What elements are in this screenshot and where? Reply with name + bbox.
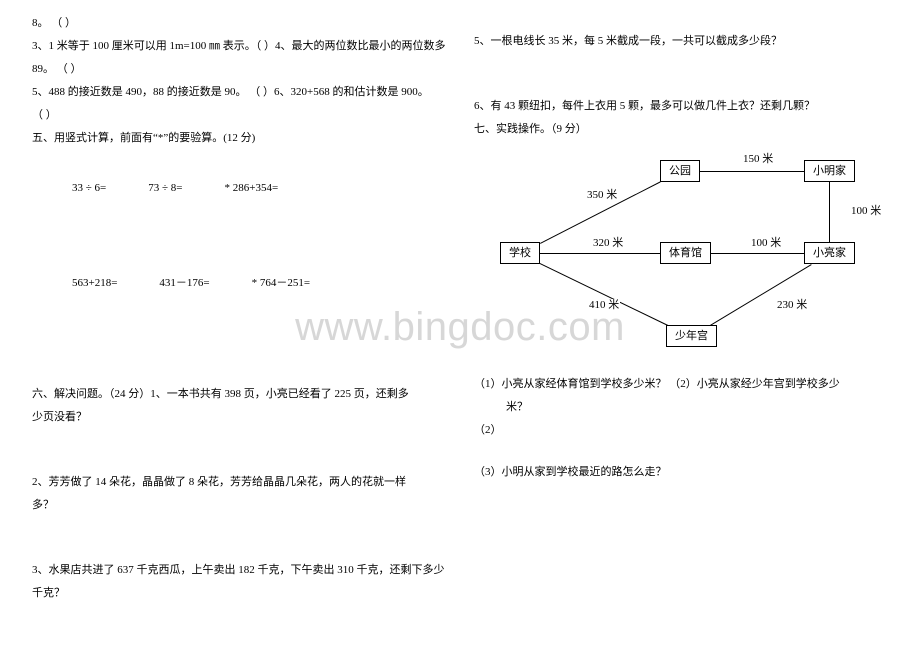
question: 5、一根电线长 35 米，每 5 米截成一段，一共可以截成多少段？ [474,30,892,53]
line: （ ） [32,104,446,127]
diagram-edge [540,253,660,254]
equation: 431－176= [159,272,209,295]
diagram-edge [829,182,830,242]
route-diagram: 学校 公园体育馆少年宫 小明家小亮家 350 米 320 米 410 米 150 米 100 … [494,147,894,357]
equation-row: 563+218= 431－176= * 764－251= [72,272,446,295]
diagram-edge-label: 230 米 [776,299,808,311]
line: 8。 （ ） [32,12,446,35]
diagram-edge-label: 100 米 [750,237,782,249]
diagram-edge [710,264,812,326]
left-column: 8。 （ ） 3、1 米等于 100 厘米可以用 1m=100 ㎜ 表示。（ ）… [0,0,460,650]
line: 3、1 米等于 100 厘米可以用 1m=100 ㎜ 表示。（ ）4、最大的两位… [32,35,446,58]
diagram-node-school: 学校 [500,242,540,264]
question: 3、水果店共进了 637 千克西瓜，上午卖出 182 千克，下午卖出 310 千… [32,559,446,605]
diagram-node-youth: 少年宫 [666,325,717,347]
line: 5、488 的接近数是 490，88 的接近数是 90。 （ ）6、320+56… [32,81,446,104]
equation-row: 33 ÷ 6= 73 ÷ 8= * 286+354= [72,177,446,200]
diagram-edge [700,171,804,172]
diagram-node-liang: 小亮家 [804,242,855,264]
equation: 563+218= [72,272,117,295]
diagram-node-gym: 体育馆 [660,242,711,264]
page: 8。 （ ） 3、1 米等于 100 厘米可以用 1m=100 ㎜ 表示。（ ）… [0,0,920,650]
diagram-node-ming: 小明家 [804,160,855,182]
diagram-edge-label: 150 米 [742,153,774,165]
diagram-edge-label: 350 米 [586,189,618,201]
diagram-edge-label: 410 米 [588,299,620,311]
diagram-edge-label: 100 米 [850,205,882,217]
equation: 33 ÷ 6= [72,177,106,200]
diagram-edge [711,253,804,254]
diagram-edge [540,263,669,326]
section-5-title: 五、用竖式计算，前面有“*”的要验算。(12 分) [32,127,446,150]
question: 6、有 43 颗纽扣，每件上衣用 5 颗，最多可以做几件上衣？还剩几颗？ [474,95,892,118]
line: 少页没看？ [32,406,446,429]
equation: * 764－251= [252,272,310,295]
sub-question: （2） [474,419,892,442]
line: 米？ [474,396,892,419]
line: 多？ [32,494,446,517]
sub-question: （3）小明从家到学校最近的路怎么走？ [474,461,892,484]
diagram-edge-label: 320 米 [592,237,624,249]
equation: * 286+354= [225,177,279,200]
line: 89。 （ ） [32,58,446,81]
section-7-title: 七、实践操作。（9 分） [474,118,892,141]
question: 2、芳芳做了 14 朵花，晶晶做了 8 朵花，芳芳给晶晶几朵花，两人的花就一样 [32,471,446,494]
equation: 73 ÷ 8= [148,177,182,200]
section-6-title: 六、解决问题。（24 分）1、一本书共有 398 页，小亮已经看了 225 页，… [32,383,446,406]
sub-question: （1）小亮从家经体育馆到学校多少米？ （2）小亮从家经少年宫到学校多少 [474,373,892,396]
right-column: 5、一根电线长 35 米，每 5 米截成一段，一共可以截成多少段？ 6、有 43… [460,0,920,650]
diagram-node-park: 公园 [660,160,700,182]
